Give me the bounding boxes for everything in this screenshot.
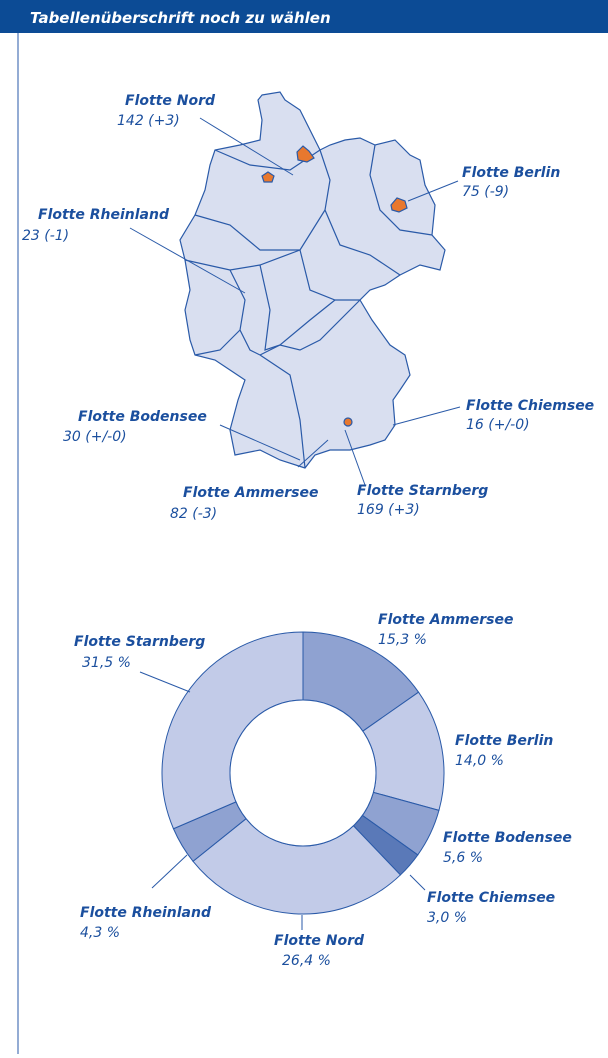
segment-name: Flotte Nord: [274, 933, 365, 949]
leader-line: [139, 671, 191, 693]
title: Tabellenüberschrift noch zu wählen: [30, 9, 331, 27]
segment-value: 14,0 %: [455, 753, 504, 769]
leader-line: [219, 424, 301, 461]
leader-line: [151, 854, 188, 889]
segment-value: 15,3 %: [378, 632, 427, 648]
state-borders: [184, 144, 433, 469]
segment-value: 31,5 %: [82, 655, 131, 671]
map: [179, 91, 446, 469]
segment-name: Flotte Ammersee: [378, 612, 513, 628]
location-name: Flotte Nord: [125, 93, 216, 109]
location-name: Flotte Ammersee: [183, 485, 318, 501]
segment-name: Flotte Rheinland: [80, 905, 212, 921]
segment-name: Flotte Starnberg: [74, 634, 205, 650]
location-name: Flotte Rheinland: [38, 207, 170, 223]
starnberg: [343, 417, 353, 427]
bremen: [261, 171, 275, 183]
hamburg: [296, 145, 315, 163]
location-name: Flotte Chiemsee: [466, 398, 594, 414]
title-bar: [0, 0, 608, 33]
leader-line: [199, 117, 294, 176]
location-value: 75 (-9): [462, 184, 509, 200]
location-value: 82 (-3): [170, 506, 217, 522]
segment-name: Flotte Bodensee: [443, 830, 572, 846]
segment-value: 5,6 %: [443, 850, 483, 866]
location-name: Flotte Bodensee: [78, 409, 207, 425]
location-value: 16 (+/-0): [466, 417, 530, 433]
location-name: Flotte Starnberg: [357, 483, 488, 499]
location-name: Flotte Berlin: [462, 165, 560, 181]
leader-line: [407, 180, 459, 202]
donut-hole: [229, 699, 377, 847]
germany-outline: [179, 91, 446, 469]
segment-name: Flotte Berlin: [455, 733, 553, 749]
segment-value: 4,3 %: [80, 925, 120, 941]
leader-line: [409, 874, 426, 891]
segment-value: 3,0 %: [427, 910, 467, 926]
leader-line: [392, 406, 461, 426]
leader-line: [129, 227, 246, 294]
location-value: 23 (-1): [22, 228, 69, 244]
berlin: [390, 197, 408, 213]
leader-line: [344, 429, 366, 486]
leader-line: [297, 439, 329, 468]
location-value: 169 (+3): [357, 502, 420, 518]
location-value: 142 (+3): [117, 113, 180, 129]
segment-name: Flotte Chiemsee: [427, 890, 555, 906]
segment-value: 26,4 %: [282, 953, 331, 969]
location-value: 30 (+/-0): [63, 429, 127, 445]
